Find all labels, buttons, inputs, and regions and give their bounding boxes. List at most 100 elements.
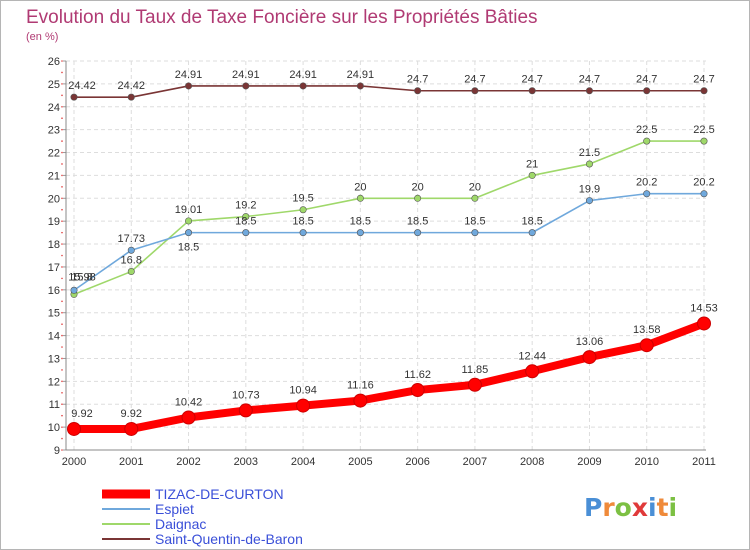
data-point [528,87,536,95]
data-point [242,213,250,221]
data-label: 12.44 [518,350,546,362]
y-axis-accent [61,300,63,303]
data-point [471,194,479,202]
data-label: 11.62 [404,369,431,381]
data-point [700,190,708,198]
y-tick-label: 20 [48,193,60,205]
data-label: 24.7 [579,74,600,86]
data-point [410,383,425,398]
data-label: 24.91 [347,69,375,81]
data-point [353,393,368,408]
data-label: 14.53 [690,302,718,314]
data-label: 13.58 [633,324,661,336]
data-point [299,82,307,90]
chart-subtitle: (en %) [26,31,58,43]
data-point [585,160,593,168]
data-labels: 9.92 9.92 10.42 10.73 10.94 11.16 11.62 11.85 12… [68,69,718,420]
logo-letter: o [615,493,632,522]
y-axis-accent [61,311,63,314]
data-label: 18.5 [350,216,371,228]
grid [66,60,706,451]
y-axis-accent [61,151,63,154]
y-axis-accent [61,163,63,165]
data-label: 9.92 [121,408,142,420]
data-label: 21.5 [579,147,600,159]
data-point [127,93,135,101]
data-point [185,82,193,90]
x-tick-label: 2011 [692,456,716,468]
data-point [582,350,597,365]
y-axis-accent [61,94,63,97]
y-tick-label: 9 [54,445,60,457]
data-label: 20.2 [693,177,714,189]
data-point [242,82,250,90]
y-axis-accent [61,83,63,85]
data-point [238,403,253,418]
data-point [414,194,422,202]
y-axis-accent [61,105,63,108]
data-point [299,229,307,237]
data-label: 19.2 [235,200,256,212]
data-label: 19.5 [292,193,313,205]
proxiti-logo: Proxiti [584,493,677,522]
data-point [471,87,479,95]
x-tick-label: 2005 [348,456,372,468]
data-point [127,268,135,276]
y-tick-label: 24 [48,102,60,114]
logo-letter: i [648,493,657,522]
y-axis-accent [61,71,63,74]
x-tick-label: 2000 [62,456,86,468]
data-label: 18.5 [464,216,485,228]
data-point [356,82,364,90]
y-axis-accent [61,277,63,280]
data-point [528,229,536,237]
y-axis-accent [61,174,63,177]
y-tick-label: 13 [48,353,60,365]
y-axis-accent [61,128,63,131]
legend-label: Daignac [155,516,206,532]
data-label: 18.5 [178,242,199,254]
y-tick-label: 16 [48,285,60,297]
axes: 9 10 11 12 13 14 15 16 17 18 19 20 21 22 23 24 25 26 2000 2… [48,56,716,468]
y-axis-accent [61,369,63,371]
data-label: 24.42 [68,80,96,92]
y-axis-accent [61,426,63,428]
data-label: 17.73 [118,233,146,245]
x-tick-label: 2009 [577,456,601,468]
y-axis-accent [61,437,63,440]
data-point [127,246,135,254]
y-axis-accent [61,60,63,62]
y-axis-accent [61,289,63,291]
data-point [525,364,540,379]
data-point [414,229,422,237]
y-axis-accent [61,186,63,188]
y-tick-label: 10 [48,422,60,434]
x-tick-label: 2004 [291,456,315,468]
legend-label: Espiet [155,501,194,517]
logo-letter: i [669,493,678,522]
data-label: 18.5 [407,216,428,228]
series-line-saint-quentin-de-baron [73,85,705,98]
legend-label: TIZAC-DE-CURTON [155,486,284,502]
logo-letter: P [584,493,602,522]
series-line-tizac-de-curton [70,319,708,433]
data-label: 24.7 [407,74,428,86]
y-axis-accent [61,449,63,451]
chart-title: Evolution du Taux de Taxe Foncière sur l… [26,7,538,28]
data-label: 11.85 [462,364,489,376]
y-tick-label: 17 [48,262,60,274]
data-point [181,410,196,425]
x-tick-label: 2010 [634,456,658,468]
data-point [242,229,250,237]
data-point [528,171,536,179]
data-label: 20 [412,181,424,193]
data-label: 24.7 [636,74,657,86]
y-axis-accent [61,334,63,337]
data-label: 11.16 [347,380,374,392]
data-point [643,87,651,95]
y-axis-accent [61,266,63,268]
x-tick-label: 2001 [119,456,143,468]
data-label: 10.73 [232,389,260,401]
